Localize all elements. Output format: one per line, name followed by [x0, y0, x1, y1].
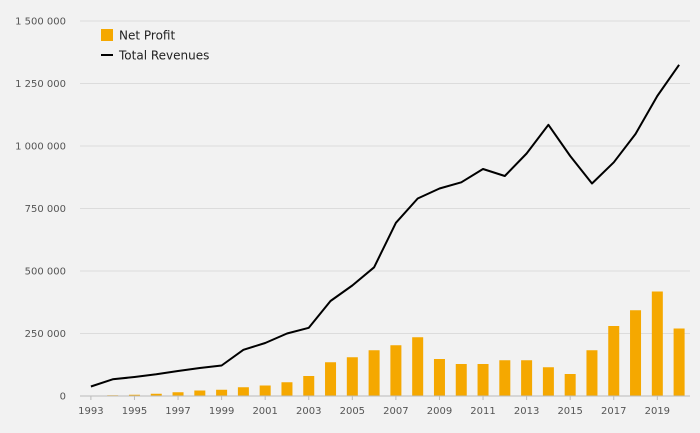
legend: Net Profit Total Revenues	[101, 29, 209, 63]
net-profit-bar	[150, 393, 162, 396]
net-profit-bar	[433, 359, 445, 396]
net-profit-bar	[128, 394, 140, 396]
x-tick-label: 1997	[165, 406, 190, 417]
net-profit-bar	[346, 357, 358, 396]
x-tick-label: 2011	[470, 406, 495, 417]
x-tick-label: 2013	[514, 406, 539, 417]
net-profit-bar	[608, 326, 620, 396]
net-profit-bar	[564, 374, 576, 396]
x-tick-label: 2015	[557, 406, 582, 417]
y-tick-label: 1 250 000	[15, 79, 66, 90]
x-tick-label: 2007	[383, 406, 408, 417]
net-profit-bar	[412, 337, 424, 396]
net-profit-bar	[630, 310, 642, 396]
net-profit-bar	[368, 350, 380, 396]
y-tick-label: 1 500 000	[15, 17, 66, 28]
net-profit-bar	[303, 376, 315, 396]
net-profit-bar	[259, 385, 271, 396]
net-profit-bar	[499, 360, 511, 396]
y-tick-label: 1 000 000	[15, 142, 66, 153]
legend-label: Net Profit	[119, 29, 175, 43]
x-tick-label: 1993	[78, 406, 103, 417]
x-tick-label: 2001	[252, 406, 277, 417]
net-profit-bar	[172, 392, 184, 396]
grid	[80, 20, 690, 334]
x-tick-label: 2009	[427, 406, 452, 417]
legend-label: Total Revenues	[118, 49, 209, 63]
net-profit-bar	[216, 389, 228, 396]
x-tick-label: 2003	[296, 406, 321, 417]
net-profit-bar	[237, 387, 249, 396]
net-profit-bar	[651, 291, 663, 396]
net-profit-bar	[542, 367, 554, 396]
net-profit-bar	[455, 364, 467, 396]
net-profit-bar	[673, 328, 685, 396]
legend-swatch-net-profit	[101, 29, 113, 41]
net-profit-bar	[521, 360, 533, 396]
x-tick-label: 1999	[209, 406, 234, 417]
axes: 0 250 000 500 000 750 000 1 000 000 1 250 000…	[15, 17, 690, 417]
x-tick-label: 2017	[601, 406, 626, 417]
net-profit-bar	[390, 345, 402, 396]
y-tick-label: 500 000	[25, 267, 66, 278]
x-tick-label: 2005	[340, 406, 365, 417]
net-profit-bar	[325, 362, 337, 396]
net-profit-bar	[477, 364, 489, 396]
net-profit-bar	[281, 382, 293, 396]
net-profit-bar	[586, 350, 598, 396]
x-tick-label: 2019	[645, 406, 670, 417]
total-revenues-line	[90, 64, 680, 388]
net-profit-bars	[107, 291, 685, 396]
y-tick-label: 750 000	[25, 204, 66, 215]
x-tick-label: 1995	[122, 406, 147, 417]
y-tick-label: 0	[60, 392, 66, 403]
net-profit-bar	[194, 390, 206, 396]
y-tick-label: 250 000	[25, 329, 66, 340]
total-revenues-line-layer	[90, 64, 680, 388]
